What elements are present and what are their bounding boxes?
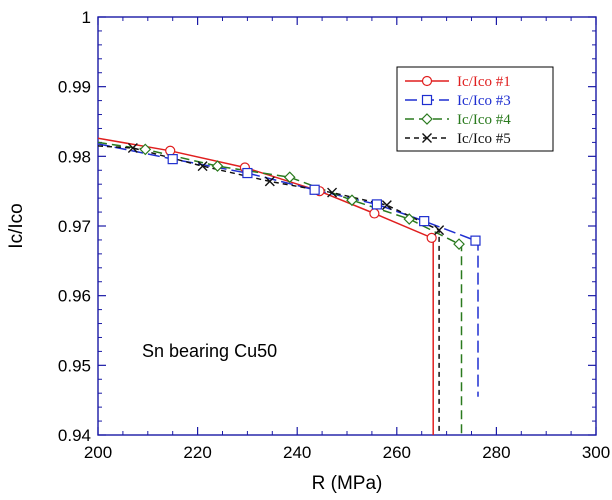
data-point-marker [470,235,481,246]
legend-label: Ic/Ico #5 [457,131,511,147]
data-point-marker [419,216,430,227]
data-point-marker [283,171,296,184]
y-tick-label: 0.94 [58,426,91,445]
x-tick-label: 200 [84,443,112,462]
data-point-marker [453,238,465,250]
legend-entry: Ic/Ico #3 [405,93,511,109]
x-tick-label: 220 [183,443,211,462]
legend-marker [421,113,433,125]
y-tick-label: 0.95 [58,356,91,375]
data-point-marker [165,145,176,156]
y-tick-label: 0.97 [58,217,91,236]
y-tick-label: 0.99 [58,78,91,97]
x-axis-title: R (MPa) [312,473,383,494]
series-line-1 [98,137,434,435]
data-point-marker [426,232,437,243]
legend-marker [422,133,432,143]
data-point-marker [403,213,416,225]
data-point-marker [309,184,320,195]
legend-label: Ic/Ico #4 [457,112,511,128]
legend-marker [421,75,433,87]
axis-ticks [97,16,597,436]
data-point-marker [139,143,152,156]
data-point-marker [434,225,445,236]
series-markers [127,142,481,250]
data-point-marker [346,194,358,207]
data-point-marker [369,208,380,219]
data-point-marker [327,187,338,198]
legend-label: Ic/Ico #3 [457,93,511,109]
x-tick-label: 280 [482,443,510,462]
x-tick-label: 240 [283,443,311,462]
data-point-marker [127,142,138,153]
legend-entry: Ic/Ico #1 [405,74,511,90]
legend-entry: Ic/Ico #4 [405,112,511,128]
y-tick-label: 1 [82,8,91,27]
y-tick-label: 0.98 [58,147,91,166]
series-lines [98,137,479,435]
series-line-3 [98,141,463,435]
data-point-marker [371,199,382,210]
y-axis-title: Ic/Ico [6,203,27,248]
data-point-marker [381,200,392,211]
data-point-marker [167,154,178,165]
legend-label: Ic/Ico #1 [457,74,511,90]
series-line-4 [98,145,440,435]
data-point-marker [211,160,224,172]
y-tick-label: 0.96 [58,287,91,306]
x-tick-label: 260 [383,443,411,462]
chart-annotation: Sn bearing Cu50 [142,341,277,361]
data-point-marker [242,167,253,179]
data-point-marker [264,176,275,187]
legend-box [396,66,554,152]
legend: Ic/Ico #1 Ic/Ico #3 Ic/Ico #4 Ic/Ico #5 [396,66,554,152]
x-tick-label: 300 [582,443,610,462]
data-point-marker [197,161,208,172]
legend-entry: Ic/Ico #5 [405,131,511,147]
tick-labels: 200 220 240 260 280 300 0.94 0.95 0.96 0.97 0.98 0.… [58,8,610,462]
legend-marker [421,94,433,106]
